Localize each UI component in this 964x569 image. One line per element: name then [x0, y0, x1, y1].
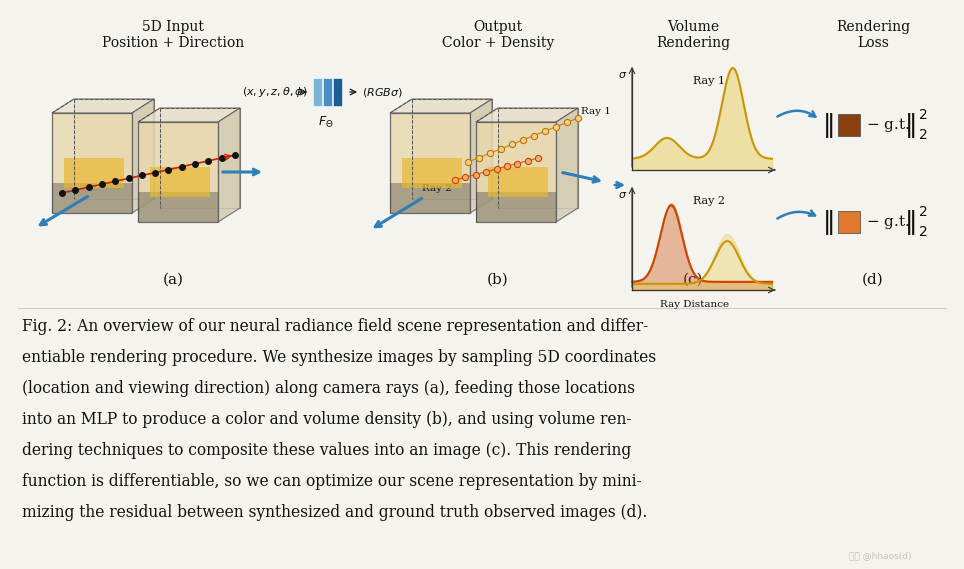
FancyBboxPatch shape: [313, 78, 322, 106]
Point: [134, 171, 149, 180]
Polygon shape: [52, 113, 132, 213]
Polygon shape: [52, 99, 154, 113]
Polygon shape: [390, 99, 492, 113]
Text: $F_\Theta$: $F_\Theta$: [318, 115, 334, 130]
Text: $\Vert$: $\Vert$: [904, 110, 916, 139]
Point: [559, 118, 575, 127]
Point: [94, 180, 110, 189]
Point: [147, 168, 163, 177]
Text: $\Vert$: $\Vert$: [822, 208, 834, 237]
Point: [526, 131, 542, 140]
Text: mizing the residual between synthesized and ground truth observed images (d).: mizing the residual between synthesized …: [22, 504, 648, 521]
Text: entiable rendering procedure. We synthesize images by sampling 5D coordinates: entiable rendering procedure. We synthes…: [22, 349, 656, 366]
Point: [460, 158, 475, 167]
Point: [54, 188, 69, 197]
Point: [447, 175, 463, 184]
Point: [458, 173, 473, 182]
Text: $\Vert$: $\Vert$: [904, 208, 916, 237]
Polygon shape: [556, 108, 578, 222]
Point: [478, 167, 494, 176]
Polygon shape: [488, 167, 548, 197]
Text: $-$ g.t.: $-$ g.t.: [866, 213, 910, 231]
Point: [187, 159, 202, 168]
Text: Ray 1: Ray 1: [581, 107, 611, 116]
Point: [530, 154, 546, 163]
Point: [174, 162, 190, 171]
Text: Ray 1: Ray 1: [693, 76, 725, 86]
Polygon shape: [160, 108, 240, 208]
Text: Ray 2: Ray 2: [693, 196, 725, 206]
Text: $(RGB\sigma)$: $(RGB\sigma)$: [362, 85, 403, 98]
Polygon shape: [138, 192, 218, 222]
Polygon shape: [218, 108, 240, 222]
Polygon shape: [476, 122, 556, 222]
Text: Volume
Rendering: Volume Rendering: [656, 20, 730, 50]
Polygon shape: [498, 108, 578, 208]
Text: $(x,y,z,\theta,\phi)$: $(x,y,z,\theta,\phi)$: [242, 85, 308, 99]
Point: [81, 183, 96, 192]
Text: (a): (a): [163, 273, 183, 287]
Text: Fig. 2: An overview of our neural radiance field scene representation and differ: Fig. 2: An overview of our neural radian…: [22, 318, 648, 335]
FancyBboxPatch shape: [323, 78, 332, 106]
Polygon shape: [138, 122, 218, 222]
Text: Ray 2: Ray 2: [422, 184, 452, 193]
Polygon shape: [390, 183, 470, 213]
Point: [516, 135, 531, 145]
FancyBboxPatch shape: [333, 78, 342, 106]
Polygon shape: [412, 99, 492, 199]
Polygon shape: [64, 158, 124, 188]
Point: [120, 174, 136, 183]
FancyBboxPatch shape: [838, 211, 860, 233]
Polygon shape: [52, 183, 132, 213]
Text: 知乎 @hhaos(d): 知乎 @hhaos(d): [848, 551, 911, 560]
Polygon shape: [476, 108, 578, 122]
Text: $\Vert$: $\Vert$: [822, 110, 834, 139]
Polygon shape: [470, 99, 492, 213]
Point: [489, 164, 504, 174]
Point: [520, 156, 535, 166]
Text: $\sigma$: $\sigma$: [618, 70, 627, 80]
Text: dering techniques to composite these values into an image (c). This rendering: dering techniques to composite these val…: [22, 442, 631, 459]
Point: [537, 127, 552, 136]
Point: [549, 122, 564, 131]
Point: [469, 170, 484, 179]
Text: $-$ g.t.: $-$ g.t.: [866, 116, 910, 134]
Point: [214, 154, 229, 163]
Text: $2$: $2$: [918, 128, 927, 142]
Polygon shape: [138, 108, 240, 122]
Text: (location and viewing direction) along camera rays (a), feeding those locations: (location and viewing direction) along c…: [22, 380, 635, 397]
Point: [494, 145, 509, 154]
Text: Ray Distance: Ray Distance: [660, 300, 730, 309]
Point: [571, 113, 586, 122]
Text: into an MLP to produce a color and volume density (b), and using volume ren-: into an MLP to produce a color and volum…: [22, 411, 631, 428]
Polygon shape: [150, 167, 210, 197]
Point: [471, 153, 487, 162]
Text: $2$: $2$: [918, 225, 927, 239]
Polygon shape: [74, 99, 154, 199]
Text: (b): (b): [487, 273, 509, 287]
Point: [482, 149, 497, 158]
Text: function is differentiable, so we can optimize our scene representation by mini-: function is differentiable, so we can op…: [22, 473, 642, 490]
Polygon shape: [476, 192, 556, 222]
Text: (d): (d): [862, 273, 884, 287]
Text: Rendering
Loss: Rendering Loss: [836, 20, 910, 50]
Point: [201, 156, 216, 166]
Point: [228, 150, 243, 159]
Polygon shape: [390, 113, 470, 213]
Text: (c): (c): [683, 273, 704, 287]
Text: $\sigma$: $\sigma$: [618, 190, 627, 200]
Point: [510, 159, 525, 168]
Point: [499, 162, 515, 171]
Point: [161, 165, 176, 174]
Text: $2$: $2$: [918, 205, 927, 219]
Text: Output
Color + Density: Output Color + Density: [442, 20, 554, 50]
Point: [108, 177, 123, 186]
Point: [67, 185, 83, 195]
Polygon shape: [402, 158, 462, 188]
Polygon shape: [132, 99, 154, 213]
Text: $2$: $2$: [918, 108, 927, 122]
FancyBboxPatch shape: [838, 114, 860, 136]
Text: 5D Input
Position + Direction: 5D Input Position + Direction: [102, 20, 244, 50]
Point: [504, 140, 520, 149]
